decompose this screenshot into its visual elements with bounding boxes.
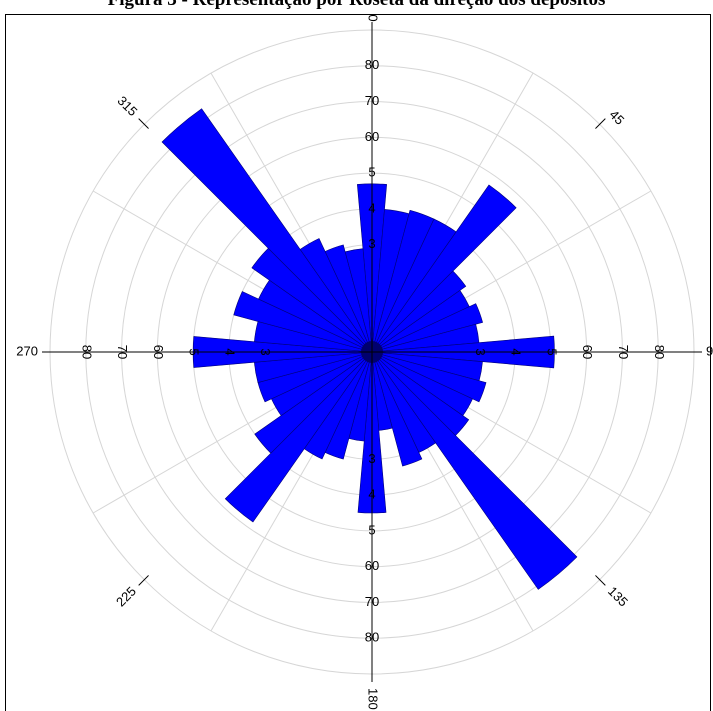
- petal-140: [371, 351, 578, 590]
- radial-tick-270-60: 60: [151, 345, 166, 359]
- petal-290: [233, 291, 373, 353]
- direction-label-270: 270: [16, 343, 38, 358]
- direction-label-135: 135: [605, 584, 631, 610]
- petal-50: [371, 270, 467, 353]
- radial-tick-0-80: 80: [365, 57, 379, 72]
- figure-frame: [5, 14, 711, 711]
- radial-tick-0-40: 4: [368, 200, 375, 215]
- petal-350: [344, 248, 373, 353]
- radial-tick-270-70: 70: [115, 345, 130, 359]
- petal-230: [254, 351, 373, 454]
- direction-label-0: 0: [366, 14, 381, 21]
- petal-160: [371, 351, 423, 467]
- radial-tick-270-40: 4: [222, 348, 237, 355]
- radial-tick-180-70: 70: [365, 594, 379, 609]
- direction-label-45: 45: [606, 107, 627, 128]
- petal-340: [324, 244, 373, 353]
- radial-tick-90-70: 70: [616, 345, 631, 359]
- axis-labels: 0459013518022527031533334444555560606060…: [16, 14, 713, 709]
- radial-tick-270-30: 3: [258, 348, 273, 355]
- direction-label-180: 180: [366, 688, 381, 710]
- radial-tick-180-40: 4: [368, 487, 375, 502]
- rose-petals: [161, 108, 578, 590]
- radial-tick-0-30: 3: [368, 236, 375, 251]
- direction-label-315: 315: [115, 93, 141, 119]
- tick-135: [595, 575, 606, 586]
- petal-70: [371, 303, 483, 353]
- radial-tick-90-60: 60: [580, 345, 595, 359]
- radial-tick-0-50: 5: [368, 165, 375, 180]
- radial-tick-0-60: 60: [365, 129, 379, 144]
- radial-tick-90-30: 3: [473, 348, 488, 355]
- radial-tick-180-60: 60: [365, 558, 379, 573]
- radial-tick-270-80: 80: [79, 345, 94, 359]
- radial-tick-180-30: 3: [368, 451, 375, 466]
- petal-330: [299, 238, 373, 353]
- radial-tick-90-40: 4: [509, 348, 524, 355]
- petal-110: [371, 351, 487, 403]
- tick-45: [595, 118, 606, 129]
- radial-tick-270-50: 5: [187, 348, 202, 355]
- radial-tick-90-80: 80: [652, 345, 667, 359]
- polar-axes: [42, 22, 702, 682]
- petal-220: [224, 351, 373, 523]
- tick-315: [138, 118, 149, 129]
- direction-label-90: 90: [706, 343, 713, 358]
- radial-tick-0-70: 70: [365, 93, 379, 108]
- radial-tick-90-50: 5: [544, 348, 559, 355]
- petal-40: [371, 184, 517, 353]
- figure-caption: Figura 3 - Representação por Roseta da d…: [0, 0, 713, 11]
- direction-label-225: 225: [113, 584, 139, 610]
- petal-320: [161, 108, 373, 353]
- radial-tick-180-80: 80: [365, 630, 379, 645]
- tick-225: [138, 575, 149, 586]
- radial-tick-180-50: 5: [368, 522, 375, 537]
